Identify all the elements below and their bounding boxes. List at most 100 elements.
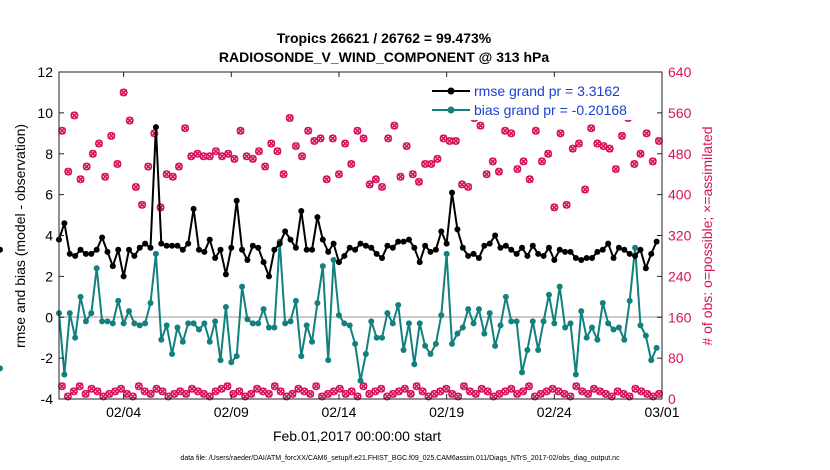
obs-assimilated-marker [526,175,534,183]
bias-point [330,257,337,264]
obs-assimilated-marker [655,390,663,398]
rmse-point [492,232,499,239]
obs-possible-marker [562,200,571,209]
obs-assimilated-marker [243,152,251,160]
x-tick-label: 02/09 [214,404,249,420]
bias-point [244,316,251,323]
obs-count-point [322,175,331,184]
obs-possible-marker [587,124,596,133]
obs-assimilated-marker [120,88,128,97]
obs-possible-marker [625,392,634,401]
x-tick-label: 02/04 [106,404,141,420]
obs-count-point [507,384,516,393]
rmse-point [61,220,68,227]
rmse-point [346,244,353,251]
obs-count-point [334,170,343,179]
obs-possible-marker [402,142,411,151]
obs-assimilated-marker [64,392,72,401]
bias-line [58,240,658,382]
obs-possible-marker [279,170,288,179]
obs-count-point [69,387,78,396]
left-tick-label: 0 [45,309,53,325]
obs-assimilated-marker [298,152,306,160]
obs-possible-marker [618,131,627,140]
bias-point [362,351,369,358]
obs-possible-marker [359,134,368,143]
obs-count-point [223,382,232,391]
rmse-point [535,250,542,257]
rmse-point [589,254,596,261]
obs-possible-marker [276,387,285,396]
obs-possible-marker [328,134,337,143]
bias-point [621,336,628,343]
rmse-point [82,250,89,257]
rmse-line [58,126,658,278]
x-tick-label: 02/19 [429,404,464,420]
rmse-point [422,242,429,249]
bias-point [416,320,423,327]
obs-possible-marker [648,157,657,166]
obs-count-point [378,182,387,191]
obs-assimilated-marker [76,382,84,390]
obs-assimilated-marker [212,147,220,155]
obs-count-point [101,172,110,181]
obs-count-point [306,389,315,398]
obs-assimilated-marker [631,385,639,393]
bias-point [190,320,197,327]
obs-assimilated-marker [643,390,651,398]
rmse-point [540,252,547,259]
rmse-point [163,242,170,249]
rmse-point [449,189,456,196]
rmse-point [411,244,418,251]
bias-point [131,320,138,327]
obs-possible-marker [224,149,233,158]
bias-point [158,336,165,343]
obs-possible-marker [236,126,245,135]
obs-count-point [544,149,553,158]
obs-assimilated-marker [335,170,343,178]
obs-possible-marker [636,149,645,158]
obs-count-point [267,139,276,148]
obs-possible-marker [513,165,522,174]
obs-count-point [205,152,214,161]
series-layer [0,124,660,384]
rmse-point [653,238,660,245]
obs-possible-marker [63,392,72,401]
obs-assimilated-marker [606,145,614,153]
bias-point [395,301,402,308]
obs-assimilated-marker [76,175,85,183]
obs-assimilated-marker [300,387,308,395]
obs-assimilated-marker [117,385,125,393]
rmse-point [303,246,310,253]
obs-count-point [353,392,362,401]
obs-count-point [513,165,522,174]
obs-assimilated-marker [93,387,101,395]
obs-possible-marker [459,382,468,391]
bias-point [508,318,515,325]
obs-assimilated-marker [563,201,571,209]
obs-assimilated-marker [472,390,480,398]
obs-assimilated-marker [618,132,626,140]
obs-count-point [113,159,122,168]
obs-assimilated-marker [655,137,663,145]
obs-count-point [482,170,491,179]
obs-possible-marker [412,382,421,391]
rmse-point [475,254,482,261]
obs-count-point [347,159,356,168]
obs-count-point [298,152,307,161]
obs-assimilated-marker [448,390,456,398]
obs-possible-marker [146,389,155,398]
obs-count-point [304,126,313,135]
obs-assimilated-marker [304,127,312,135]
obs-possible-marker [378,182,387,191]
obs-assimilated-marker [152,385,161,393]
bias-point [163,322,170,329]
bias-point [109,320,116,327]
obs-count-point [414,177,423,186]
left-tick-label: -2 [41,350,54,366]
obs-possible-marker [406,389,415,398]
obs-possible-marker [568,144,577,153]
bias-point [265,324,272,331]
obs-assimilated-marker [247,390,255,398]
obs-possible-marker [408,170,417,179]
